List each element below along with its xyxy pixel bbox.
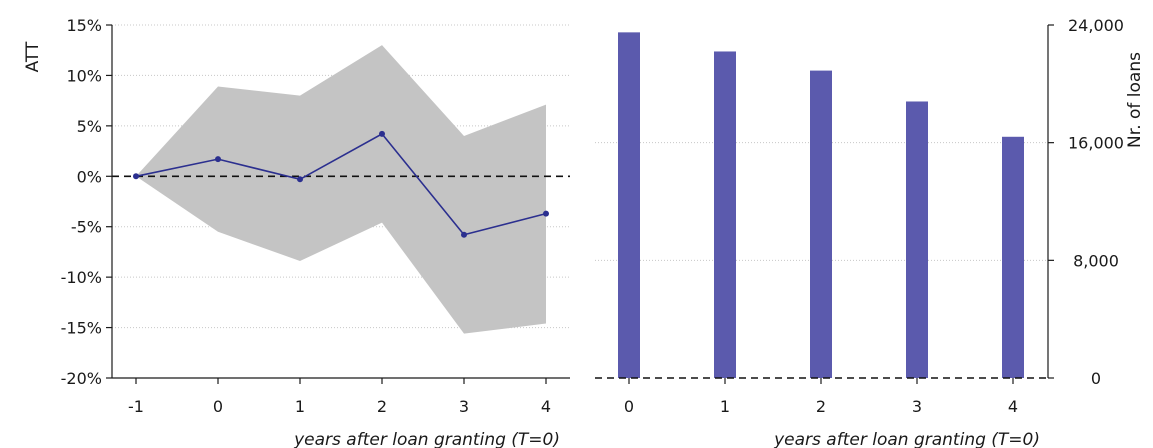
left-y-tick-label: 5% bbox=[77, 117, 102, 136]
right-x-tick-label: 1 bbox=[720, 397, 730, 416]
right-x-tick-label: 0 bbox=[624, 397, 634, 416]
att-point bbox=[297, 176, 303, 183]
right-y-axis-title: Nr. of loans bbox=[1125, 52, 1145, 148]
left-panel-att-chart: ATT years after loan granting (T=0) 15%1… bbox=[23, 16, 570, 448]
left-y-tick-label: -20% bbox=[61, 369, 102, 388]
left-y-tick-label: -10% bbox=[61, 268, 102, 287]
left-y-tick-label: -15% bbox=[61, 319, 102, 338]
right-x-tick-label: 2 bbox=[816, 397, 826, 416]
loan-bar bbox=[714, 51, 736, 378]
att-point bbox=[461, 231, 467, 238]
loan-bar bbox=[906, 101, 928, 378]
att-point bbox=[379, 130, 385, 137]
left-y-tick-label: -5% bbox=[71, 218, 102, 237]
right-y-tick-label: 0 bbox=[1091, 369, 1101, 388]
left-x-tick-label: 4 bbox=[541, 397, 551, 416]
right-x-axis-title: years after loan granting (T=0) bbox=[773, 430, 1040, 448]
left-y-axis-title: ATT bbox=[23, 41, 43, 72]
right-x-tick-label: 4 bbox=[1008, 397, 1018, 416]
loan-bar bbox=[810, 70, 832, 379]
confidence-band bbox=[136, 45, 546, 334]
left-x-tick-label: -1 bbox=[128, 397, 144, 416]
right-y-tick-label: 24,000 bbox=[1068, 16, 1124, 35]
left-y-tick-label: 15% bbox=[66, 16, 102, 35]
left-x-tick-label: 1 bbox=[295, 397, 305, 416]
left-x-tick-label: 0 bbox=[213, 397, 223, 416]
att-point bbox=[215, 156, 221, 163]
loan-bar bbox=[618, 32, 640, 379]
att-point bbox=[543, 210, 549, 217]
right-x-tick-label: 3 bbox=[912, 397, 922, 416]
left-x-tick-label: 3 bbox=[459, 397, 469, 416]
right-y-tick-label: 16,000 bbox=[1068, 134, 1124, 153]
right-y-tick-label: 8,000 bbox=[1073, 251, 1119, 270]
att-point bbox=[133, 173, 139, 180]
att-line bbox=[135, 132, 547, 236]
left-y-tick-label: 0% bbox=[77, 167, 102, 186]
right-panel-loans-chart: Nr. of loans years after loan granting (… bbox=[595, 16, 1145, 448]
left-x-axis-title: years after loan granting (T=0) bbox=[293, 430, 560, 448]
left-y-tick-label: 10% bbox=[66, 66, 102, 85]
loan-bar bbox=[1002, 136, 1024, 378]
left-x-tick-label: 2 bbox=[377, 397, 387, 416]
